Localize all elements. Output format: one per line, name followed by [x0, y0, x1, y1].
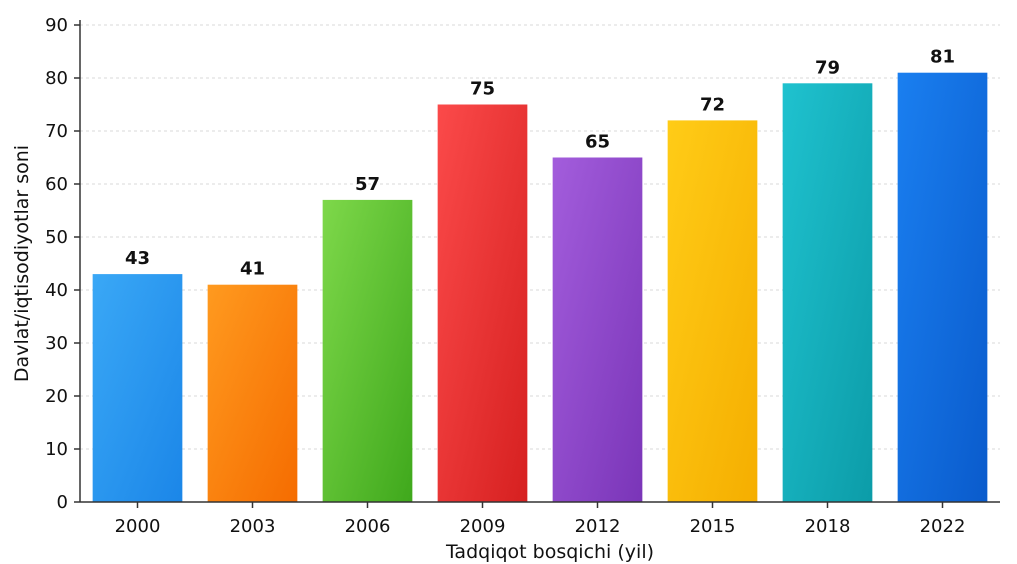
bar-2003: [207, 284, 298, 502]
y-tick-label: 20: [45, 386, 68, 407]
bar-2018: [782, 83, 873, 503]
x-tick-label-2018: 2018: [805, 516, 851, 537]
data-label-2009: 75: [470, 79, 495, 100]
data-label-2018: 79: [815, 57, 840, 78]
x-tick-label-2006: 2006: [345, 516, 391, 537]
x-tick-label-2009: 2009: [460, 516, 506, 537]
y-tick-label: 90: [45, 15, 68, 36]
bar-2000: [92, 274, 183, 502]
data-label-2003: 41: [240, 259, 265, 280]
y-tick-label: 50: [45, 227, 68, 248]
y-axis-ticks: 0 10 20 30 40 50 60 70 80 90: [45, 15, 80, 513]
y-tick-label: 80: [45, 68, 68, 89]
bar-2009: [437, 104, 528, 502]
data-label-2015: 72: [700, 94, 725, 115]
y-tick-label: 40: [45, 280, 68, 301]
x-tick-label-2012: 2012: [575, 516, 621, 537]
x-tick-label-2003: 2003: [230, 516, 276, 537]
data-labels: 43 41 57 75 65 72 79 81: [125, 47, 955, 280]
y-tick-label: 70: [45, 121, 68, 142]
y-tick-label: 10: [45, 439, 68, 460]
y-tick-label: 60: [45, 174, 68, 195]
bar-2012: [552, 157, 643, 502]
x-tick-label-2022: 2022: [920, 516, 966, 537]
bar-2015: [667, 120, 758, 503]
bar-2006: [322, 199, 413, 502]
data-label-2000: 43: [125, 248, 150, 269]
y-tick-label: 30: [45, 333, 68, 354]
x-tick-label-2015: 2015: [690, 516, 736, 537]
data-label-2012: 65: [585, 132, 610, 153]
data-label-2006: 57: [355, 174, 380, 195]
x-axis-title: Tadqiqot bosqichi (yil): [445, 541, 654, 563]
x-axis-ticks: 2000 2003 2006 2009 2012 2015 2018 2022: [115, 502, 966, 537]
y-axis-title: Davlat/iqtisodiyotlar soni: [11, 145, 33, 382]
data-label-2022: 81: [930, 47, 955, 68]
bars: [92, 72, 988, 503]
y-tick-label: 0: [57, 492, 68, 513]
x-tick-label-2000: 2000: [115, 516, 161, 537]
bar-2022: [897, 72, 988, 502]
